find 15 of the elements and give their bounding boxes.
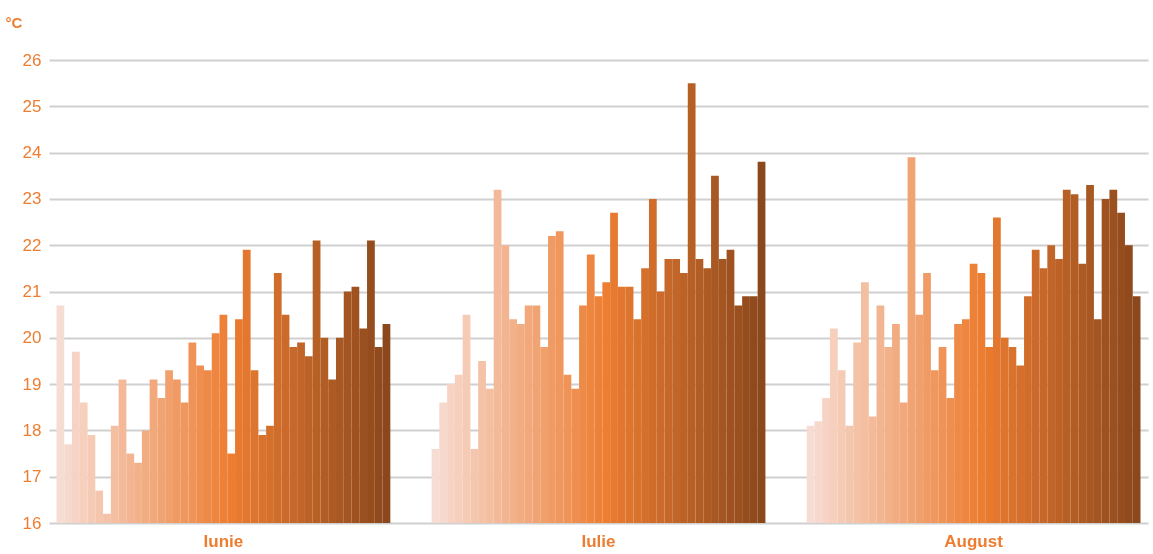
y-tick-label: 20 xyxy=(22,328,42,348)
x-tick-label: Iulie xyxy=(581,531,616,551)
y-tick-label: 17 xyxy=(22,467,42,487)
x-tick-label: August xyxy=(944,531,1004,551)
y-tick-label: 21 xyxy=(22,282,42,301)
y-tick-label: 22 xyxy=(22,235,42,255)
y-tick-label: 24 xyxy=(22,143,42,163)
y-tick-label: 25 xyxy=(22,96,42,116)
y-tick-label: 23 xyxy=(22,189,42,209)
y-tick-label: 18 xyxy=(22,420,42,440)
y-tick-label: 26 xyxy=(22,50,42,70)
y-tick-label: 19 xyxy=(22,374,42,394)
y-tick-label: 16 xyxy=(22,513,42,533)
y-axis-title: °C xyxy=(5,13,23,31)
x-tick-label: Iunie xyxy=(203,531,244,551)
